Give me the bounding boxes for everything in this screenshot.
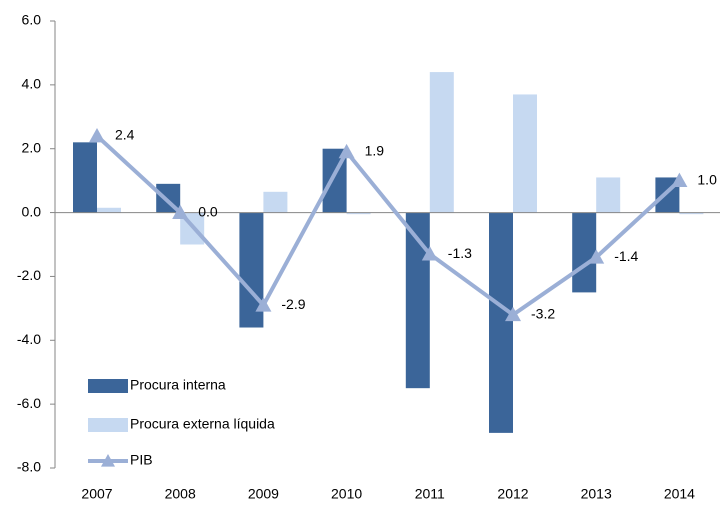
y-tick-label: -4.0 (17, 331, 41, 347)
bar (263, 191, 288, 213)
data-label: 0.0 (198, 203, 218, 219)
data-label: 1.9 (365, 143, 385, 159)
data-label: -1.4 (614, 248, 638, 264)
bar (97, 207, 121, 213)
line-marker (89, 127, 105, 143)
legend-label: Procura interna (130, 377, 226, 393)
data-label: 1.0 (697, 171, 717, 187)
y-tick-label: -6.0 (17, 395, 41, 411)
data-label: -3.2 (531, 305, 555, 321)
x-tick-label: 2012 (497, 486, 528, 502)
y-tick-label: -2.0 (17, 267, 41, 283)
line-marker (255, 297, 272, 312)
x-tick-label: 2010 (331, 486, 362, 502)
bar (73, 142, 97, 213)
legend-swatch (88, 418, 128, 432)
x-tick-label: 2014 (664, 486, 695, 502)
data-label: 2.4 (115, 127, 135, 143)
line (95, 134, 681, 318)
bar (596, 177, 621, 213)
bar (513, 94, 537, 213)
line-marker (172, 204, 189, 219)
line-marker (421, 246, 438, 261)
line-marker (671, 172, 688, 188)
bar (346, 212, 371, 215)
legend-label: PIB (130, 452, 153, 468)
y-tick-label: 0.0 (22, 203, 42, 219)
x-tick-label: 2009 (248, 486, 279, 502)
line-marker (588, 249, 605, 264)
bar (679, 212, 704, 215)
bar (429, 72, 454, 213)
y-tick-label: -8.0 (17, 459, 41, 475)
data-label: -1.3 (448, 245, 472, 261)
x-tick-label: 2008 (165, 486, 196, 502)
bar (572, 212, 597, 293)
y-tick-label: 2.0 (22, 139, 42, 155)
legend-swatch (88, 379, 128, 393)
legend-swatch-marker (101, 454, 115, 467)
line-marker (505, 306, 521, 322)
x-tick-label: 2007 (81, 486, 112, 502)
legend-label: Procura externa líquida (130, 416, 275, 432)
bar (489, 212, 513, 433)
x-tick-label: 2011 (415, 486, 445, 502)
y-tick-label: 6.0 (22, 12, 42, 28)
y-tick-label: 4.0 (22, 76, 42, 92)
x-tick-label: 2013 (581, 486, 612, 502)
line-marker (338, 143, 355, 159)
data-label: -2.9 (281, 296, 305, 312)
